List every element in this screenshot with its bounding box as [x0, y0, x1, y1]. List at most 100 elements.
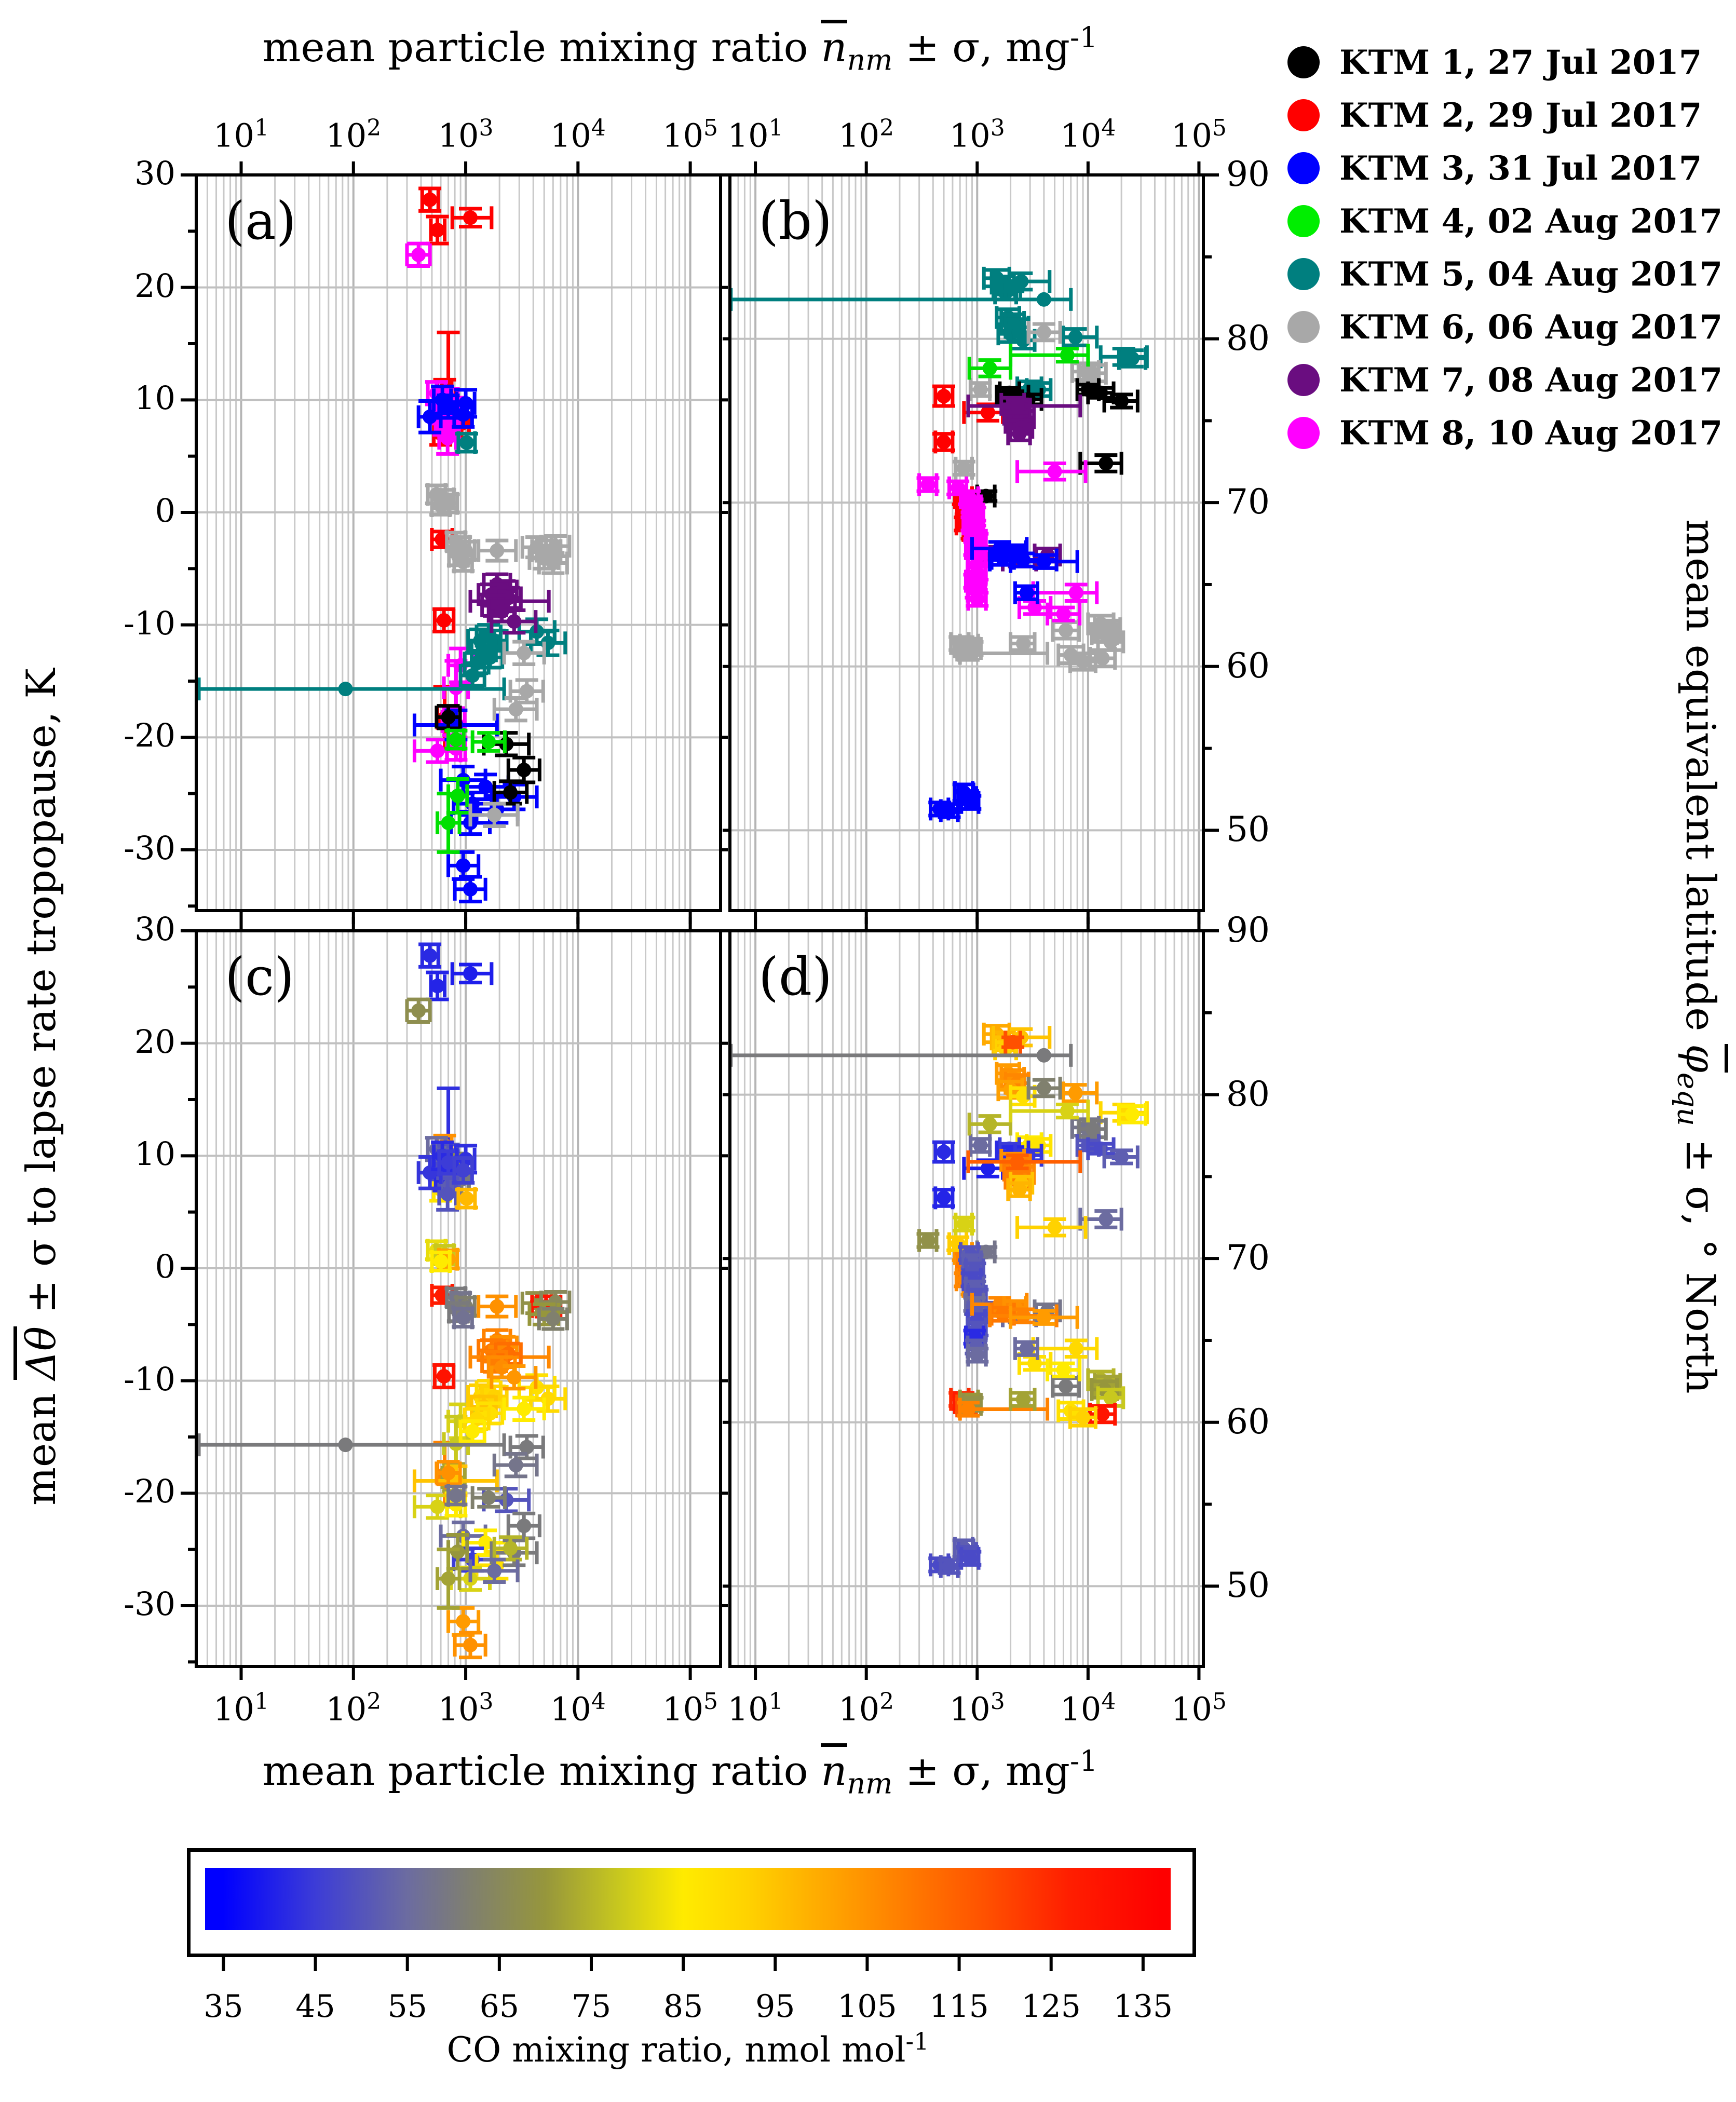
y-tick-label-theta: -20 [124, 1472, 175, 1511]
data-point [1006, 1178, 1032, 1201]
y-tick-label-latitude: 60 [1226, 645, 1270, 686]
legend-marker-icon [1287, 205, 1320, 237]
panel-b [723, 161, 1219, 924]
data-point [967, 1113, 1013, 1136]
data-point [932, 1140, 955, 1164]
data-point [453, 875, 487, 904]
data-point [946, 476, 970, 499]
y-tick-label-latitude: 90 [1226, 154, 1270, 194]
data-point [1046, 602, 1082, 626]
data-point [452, 1156, 475, 1185]
y-tick-label-latitude: 80 [1226, 318, 1270, 358]
data-point [492, 1535, 529, 1562]
data-point [1006, 422, 1032, 445]
nbar-variable-bottom: n [821, 1743, 847, 1795]
data-point [958, 791, 982, 814]
legend-label: KTM 2, 29 Jul 2017 [1339, 96, 1702, 135]
data-point [1102, 389, 1140, 413]
colorbar-tick-label: 95 [755, 1988, 795, 2025]
data-point [492, 696, 539, 723]
y-tick-label-theta: 10 [134, 379, 175, 417]
data-point [952, 456, 975, 480]
panel-label-b: (b) [758, 191, 833, 251]
data-point [446, 1606, 481, 1637]
data-point [429, 494, 453, 517]
data-point [537, 1307, 569, 1331]
data-point [506, 755, 541, 784]
x-tick-label-top: 101 [213, 115, 269, 155]
data-point [490, 608, 538, 635]
x-tick-label-bottom: 105 [662, 1688, 718, 1728]
data-point [957, 1398, 1050, 1421]
data-point [450, 206, 494, 229]
colorbar-tick-label: 125 [1021, 1988, 1081, 2025]
data-point [1009, 1388, 1037, 1411]
y-tick-label-theta: -20 [124, 716, 175, 755]
legend: KTM 1, 27 Jul 2017 KTM 2, 29 Jul 2017 KTM … [1287, 36, 1734, 467]
data-point [426, 970, 449, 1001]
data-layer-a [197, 186, 572, 904]
data-point [1077, 1117, 1108, 1141]
data-point [966, 1150, 1082, 1173]
data-point [1026, 320, 1062, 344]
colorbar-tick-label: 85 [663, 1988, 703, 2025]
y-tick-label-theta: -10 [124, 1360, 175, 1398]
data-point [1013, 1337, 1039, 1360]
data-point [468, 1557, 520, 1584]
data-point [952, 1212, 975, 1236]
data-point [458, 663, 486, 688]
data-point [455, 431, 478, 454]
data-point [1009, 344, 1090, 367]
nbar-subscript: nm [847, 43, 893, 77]
data-point [1088, 1402, 1117, 1426]
panel-label-d: (d) [758, 946, 833, 1007]
bottom-title-mid: ± σ, mg [892, 1748, 1070, 1795]
data-point [1068, 1406, 1097, 1429]
panel-c [181, 917, 728, 1680]
legend-marker-icon [1287, 46, 1320, 78]
data-point [966, 588, 989, 611]
y-tick-label-latitude: 70 [1226, 482, 1270, 522]
colorbar-title-text: CO mixing ratio, nmol mol [446, 2030, 906, 2070]
data-point [492, 1452, 539, 1479]
data-point [1009, 550, 1079, 573]
data-point [1061, 1081, 1099, 1105]
y-tick-label-theta: -10 [124, 604, 175, 642]
x-tick-label-bottom: 101 [727, 1688, 783, 1728]
legend-marker-icon [1287, 364, 1320, 396]
data-point [418, 942, 442, 969]
data-point [444, 1484, 468, 1507]
legend-label: KTM 8, 10 Aug 2017 [1339, 413, 1723, 453]
data-point [958, 1547, 982, 1570]
data-point [916, 473, 940, 496]
data-point [405, 241, 432, 268]
data-point [1001, 1030, 1025, 1054]
x-tick-label-top: 102 [326, 115, 382, 155]
data-point [436, 1176, 459, 1212]
panel-border [728, 173, 1205, 912]
data-point [932, 384, 955, 408]
panel-border [195, 929, 722, 1668]
data-point [968, 378, 992, 401]
colorbar-tick-label: 115 [929, 1988, 989, 2025]
x-tick-label-bottom: 103 [949, 1688, 1005, 1728]
data-point [1026, 1076, 1062, 1100]
bottom-title-pre: mean particle mixing ratio [262, 1748, 821, 1795]
x-tick-label-top: 105 [1171, 115, 1227, 155]
legend-label: KTM 6, 06 Aug 2017 [1339, 307, 1723, 347]
y-tick-label-theta: 0 [155, 1247, 175, 1285]
bottom-axis-title: mean particle mixing ratio nnm ± σ, mg-1 [156, 1743, 1204, 1800]
y-tick-label-latitude: 90 [1226, 910, 1270, 950]
data-point [1015, 460, 1088, 483]
x-tick-label-bottom: 102 [326, 1688, 382, 1728]
data-point [1096, 630, 1125, 654]
data-point [432, 607, 456, 634]
bottom-title-sup: -1 [1069, 1744, 1098, 1778]
y-tick-label-latitude: 50 [1226, 1565, 1270, 1606]
data-point [477, 538, 518, 563]
panel-border [728, 929, 1205, 1668]
data-point [916, 1229, 940, 1252]
data-point [470, 1486, 507, 1509]
legend-label: KTM 7, 08 Aug 2017 [1339, 360, 1723, 400]
